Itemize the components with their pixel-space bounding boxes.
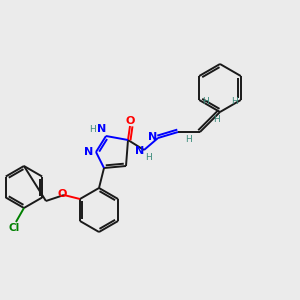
Text: Cl: Cl: [8, 223, 20, 233]
Text: O: O: [125, 116, 135, 126]
Text: O: O: [57, 189, 67, 199]
Text: H: H: [202, 97, 208, 106]
Text: H: H: [214, 116, 220, 124]
Text: N: N: [148, 132, 158, 142]
Text: N: N: [98, 124, 106, 134]
Text: H: H: [231, 97, 238, 106]
Text: H: H: [146, 154, 152, 163]
Text: N: N: [135, 146, 145, 156]
Text: N: N: [84, 147, 94, 157]
Text: H: H: [90, 124, 96, 134]
Text: H: H: [186, 134, 192, 143]
